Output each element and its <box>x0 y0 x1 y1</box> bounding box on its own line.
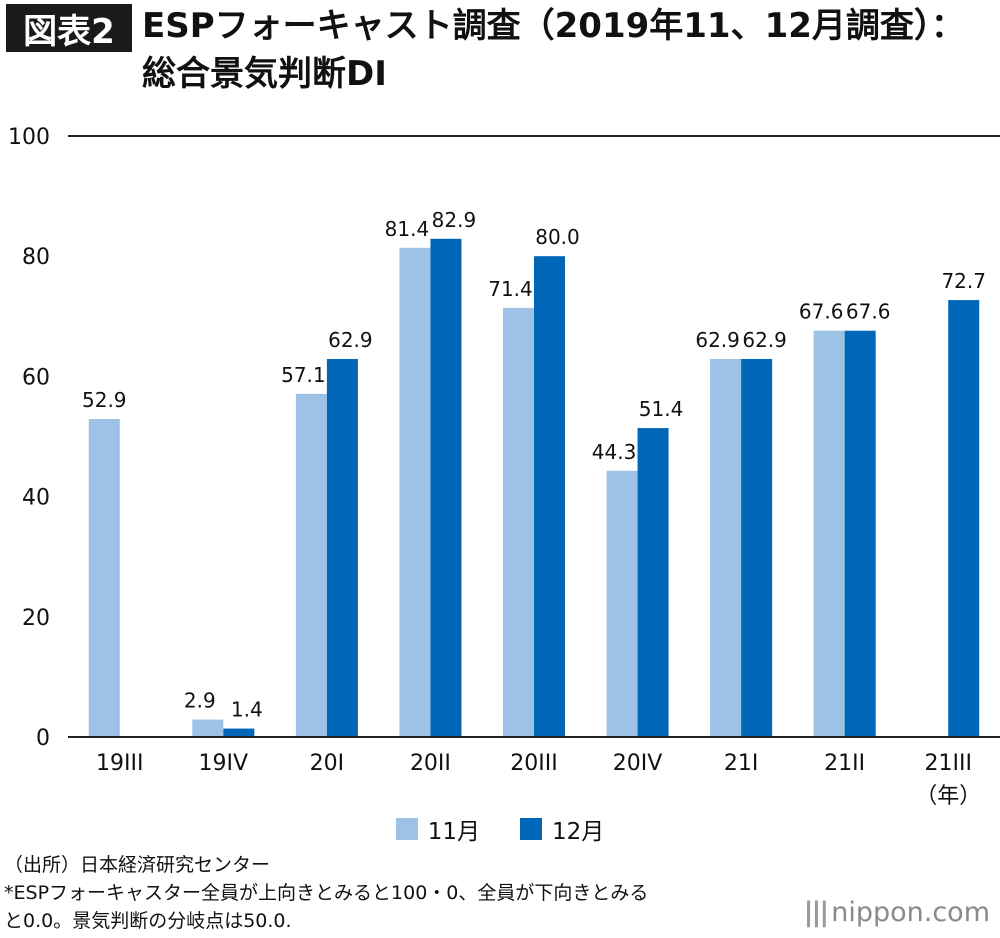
legend-item-nov: 11月 <box>395 812 480 846</box>
x-tick-label: 20II <box>410 751 451 776</box>
legend-label-dec: 12月 <box>552 819 605 845</box>
value-label-nov: 62.9 <box>695 328 740 352</box>
y-tick-label: 100 <box>8 125 50 150</box>
bar-nov <box>813 330 845 737</box>
title-line-1: ESPフォーキャスト調査（2019年11、12月調査）： <box>142 6 965 46</box>
logo-bars-icon: ||| <box>803 897 830 928</box>
value-label-dec: 82.9 <box>432 208 477 232</box>
bar-dec <box>948 300 980 737</box>
bar-nov <box>606 470 638 737</box>
value-label-nov: 71.4 <box>488 277 533 301</box>
value-label-nov: 57.1 <box>281 363 326 387</box>
footnote-line-2: と0.0。景気判断の分岐点は50.0. <box>4 910 292 932</box>
bar-nov <box>710 358 742 737</box>
legend-swatch-nov <box>395 818 418 840</box>
value-label-dec: 51.4 <box>639 397 684 421</box>
x-unit-label: （年） <box>915 784 981 809</box>
x-tick-label: 21I <box>724 751 758 776</box>
x-tick-label: 21III <box>924 751 971 776</box>
title-line-2: 総合景気判断DI <box>142 54 387 94</box>
legend-label-nov: 11月 <box>427 819 480 845</box>
y-tick-label: 0 <box>36 726 50 751</box>
figure-badge: 図表2 <box>6 4 132 52</box>
value-label-nov: 81.4 <box>385 217 430 241</box>
value-label-nov: 52.9 <box>82 388 127 412</box>
nippon-logo[interactable]: ||| nippon.com <box>804 897 990 928</box>
chart-title: ESPフォーキャスト調査（2019年11、12月調査）： 総合景気判断DI <box>142 2 992 98</box>
value-label-dec: 72.7 <box>941 269 986 293</box>
legend-item-dec: 12月 <box>520 812 604 846</box>
x-tick-label: 19III <box>96 751 143 776</box>
bar-nov <box>399 247 431 737</box>
x-tick-label: 19IV <box>199 751 249 776</box>
value-label-dec: 80.0 <box>535 225 580 249</box>
y-tick-label: 40 <box>22 486 50 511</box>
x-tick-label: 20III <box>510 751 557 776</box>
bar-nov <box>192 719 224 737</box>
bar-dec <box>637 428 669 737</box>
bar-nov <box>295 393 327 737</box>
bar-dec <box>326 358 358 737</box>
value-label-dec: 62.9 <box>742 328 787 352</box>
value-label-dec: 1.4 <box>231 698 263 722</box>
bar-dec <box>844 330 876 737</box>
x-tick-label: 20IV <box>613 751 663 776</box>
logo-text: nippon.com <box>831 897 990 928</box>
value-label-nov: 2.9 <box>184 689 216 713</box>
value-label-dec: 67.6 <box>846 300 891 324</box>
y-tick-label: 60 <box>22 365 50 390</box>
source-note: （出所）日本経済研究センター <box>4 854 271 876</box>
notes: （出所）日本経済研究センター *ESPフォーキャスター全員が上向きとみると100… <box>4 851 804 935</box>
legend-swatch-dec <box>520 818 542 840</box>
bar-dec <box>223 728 255 737</box>
x-tick-label: 20I <box>310 751 344 776</box>
value-label-dec: 62.9 <box>328 328 373 352</box>
bar-dec <box>430 238 462 737</box>
value-label-nov: 67.6 <box>799 300 844 324</box>
bar-dec <box>741 358 773 737</box>
value-label-nov: 44.3 <box>592 440 637 464</box>
bar-nov <box>88 419 120 737</box>
footnote-line-1: *ESPフォーキャスター全員が上向きとみると100・0、全員が下向きとみる <box>4 882 649 904</box>
x-tick-label: 21II <box>824 751 865 776</box>
bar-nov <box>503 307 534 737</box>
y-tick-label: 20 <box>22 606 50 631</box>
legend: 11月 12月 <box>0 812 1000 846</box>
y-tick-label: 80 <box>22 245 50 270</box>
bar-dec <box>534 256 565 737</box>
